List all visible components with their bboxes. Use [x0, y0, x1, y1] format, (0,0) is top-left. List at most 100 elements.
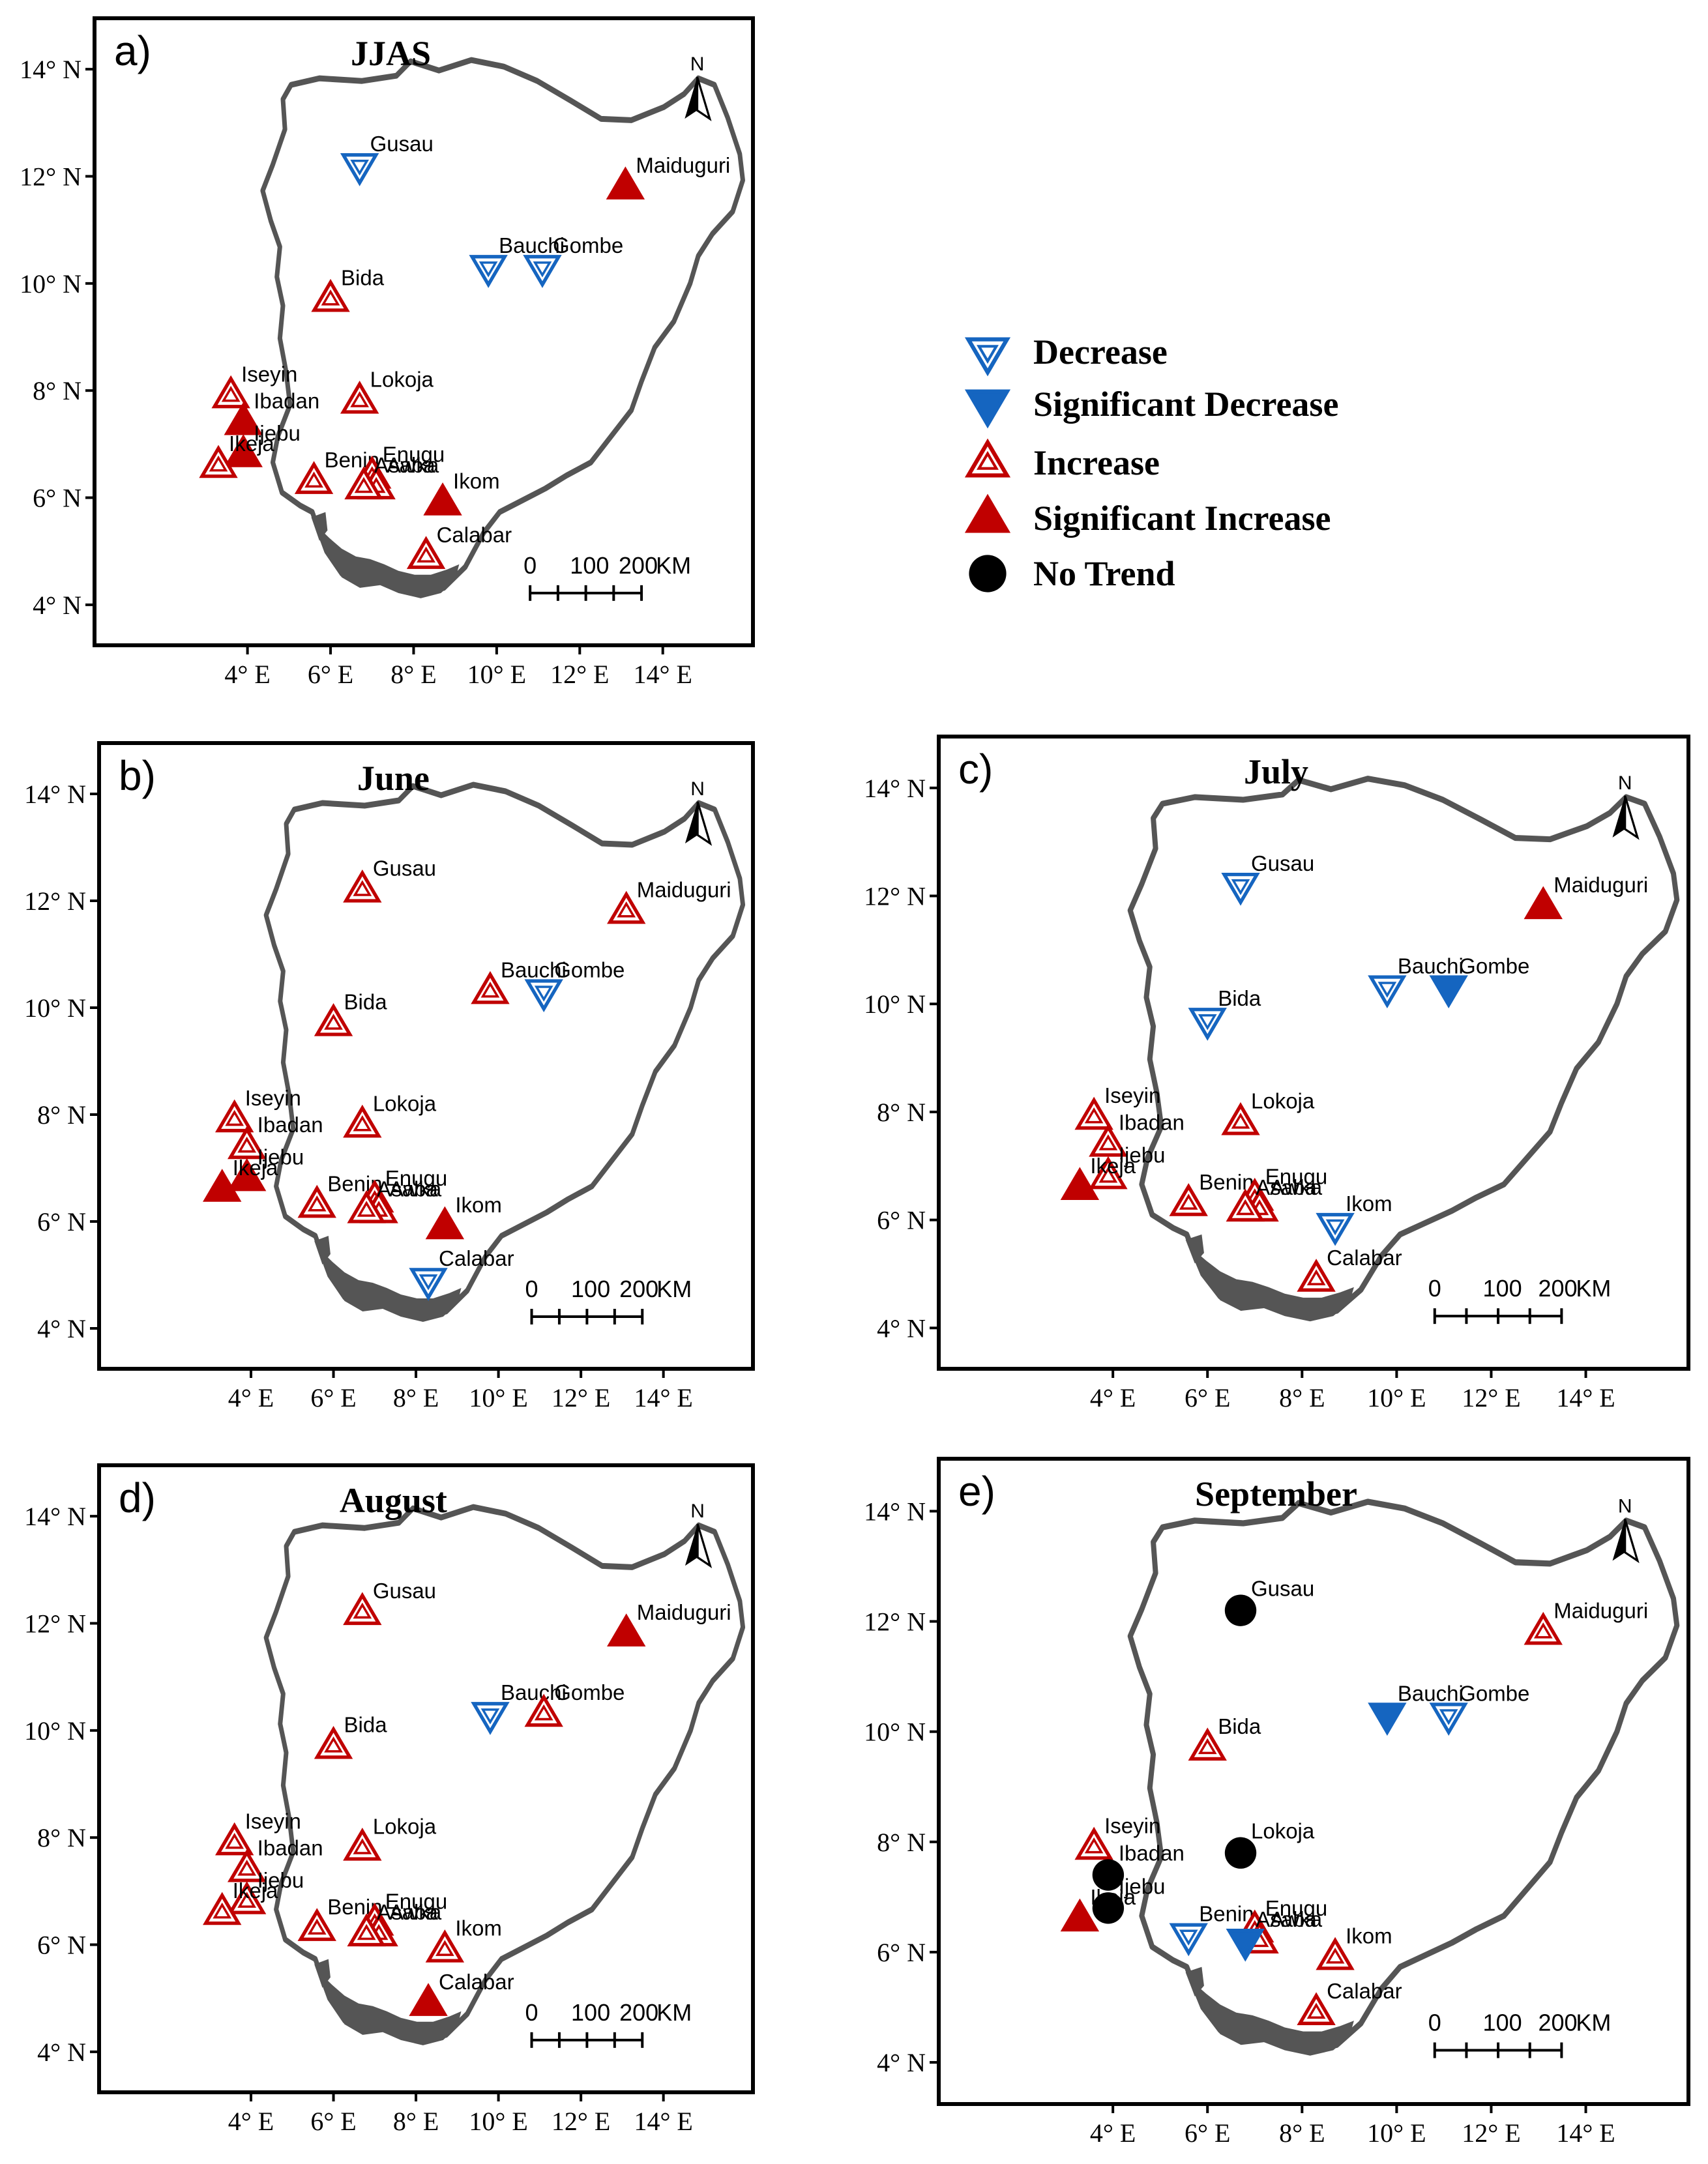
- lon-label: 12° E: [552, 1383, 610, 1412]
- station-label: Bida: [1218, 1714, 1261, 1738]
- station-label: Lokoja: [1251, 1819, 1315, 1843]
- station-iseyin-inc-marker-inner: [1084, 1837, 1104, 1854]
- lat-label: 10° N: [24, 993, 86, 1023]
- lat-label: 14° N: [864, 774, 926, 803]
- station-label: Ibadan: [258, 1113, 323, 1137]
- station-bauchi-dec-marker-inner: [480, 1708, 500, 1725]
- legend-label: No Trend: [1033, 554, 1175, 593]
- station-gombe-inc-marker-inner: [534, 1704, 553, 1721]
- map-frame: [937, 1457, 1690, 2106]
- lon-label: 8° E: [393, 1383, 439, 1412]
- station-label: Gusau: [370, 132, 434, 156]
- map-content: [1130, 779, 1677, 1322]
- lat-label: 8° N: [877, 1828, 926, 1857]
- station-iseyin-inc-marker-inner: [1084, 1107, 1104, 1124]
- station-ikom-sinc-marker: [425, 1206, 465, 1240]
- panel-letter: b): [119, 752, 156, 799]
- lon-label: 4° E: [228, 2107, 274, 2136]
- map-content: [266, 1507, 743, 2045]
- legend-sinc-sinc-marker: [964, 493, 1011, 533]
- station-bida-inc-marker-inner: [324, 1014, 343, 1030]
- station-label: Gombe: [554, 1680, 625, 1704]
- station-iseyin-inc-marker-inner: [225, 1833, 244, 1849]
- station-benin-inc-marker: [294, 461, 334, 494]
- station-ijebu-inc-marker-inner: [237, 1892, 257, 1908]
- station-label: Awka: [389, 1177, 442, 1201]
- map-panel-september: 4° N 6° N 8° N 10° N 12° N 14° N 4° E 6° E 8° E 1…: [864, 1457, 1690, 2148]
- station-gombe-inc-marker: [524, 1693, 563, 1727]
- country-outline: [1130, 1502, 1677, 2056]
- station-label: Asaba: [1256, 1907, 1317, 1931]
- station-benin-inc-marker-inner: [304, 471, 323, 488]
- station-benin-inc-marker: [1169, 1183, 1208, 1216]
- panel-letter: d): [119, 1474, 156, 1521]
- station-calabar-inc-marker-inner: [1306, 1269, 1326, 1285]
- station-iseyin-inc-marker: [211, 375, 250, 409]
- station-maiduguri-inc-marker: [607, 890, 646, 924]
- station-maiduguri-inc-marker: [1524, 1611, 1563, 1645]
- station-lokoja-inc-marker: [343, 1828, 382, 1861]
- station-benin-inc-marker: [297, 1908, 336, 1941]
- station-maiduguri-inc-marker-inner: [617, 901, 636, 918]
- scale-value: 0: [525, 1276, 538, 1302]
- panel-letter: c): [958, 746, 993, 793]
- station-asaba-inc-marker-inner: [357, 1201, 376, 1217]
- country-outline: [263, 60, 743, 598]
- scale-value: 200: [619, 1276, 658, 1302]
- country-outline: [1130, 779, 1677, 1322]
- station-bauchi-dec-marker: [471, 1702, 510, 1735]
- station-label: Ikom: [1346, 1192, 1392, 1216]
- station-label: Iseyin: [241, 362, 297, 386]
- map-panel-august: 4° N 6° N 8° N 10° N 12° N 14° N 4° E 6° E 8° E 1…: [24, 1463, 755, 2136]
- map-frame: [97, 741, 755, 1371]
- station-gusau-dec-marker-inner: [1231, 879, 1250, 896]
- station-label: Maiduguri: [636, 153, 730, 177]
- lat-label: 6° N: [33, 484, 81, 513]
- lat-label: 12° N: [864, 1607, 926, 1637]
- station-ijebu-inc-marker: [1089, 1156, 1128, 1190]
- legend-label: Decrease: [1033, 332, 1168, 372]
- station-asaba-inc-marker-inner: [1235, 1199, 1255, 1216]
- station-label: Enugu: [385, 1166, 447, 1190]
- station-label: Bauchi: [501, 1680, 567, 1704]
- station-gusau-dec-marker: [1221, 872, 1260, 906]
- lon-label: 14° E: [634, 2107, 692, 2136]
- station-lokoja-inc-marker-inner: [350, 391, 369, 407]
- station-label: Ijebu: [254, 421, 301, 445]
- scale-value: 100: [1483, 1275, 1522, 1302]
- map-frame: [93, 16, 755, 647]
- station-label: Calabar: [439, 1246, 514, 1270]
- legend-sdec-sdec-marker: [964, 389, 1011, 429]
- station-asaba-inc-marker: [347, 1913, 386, 1947]
- lon-label: 12° E: [552, 2107, 610, 2136]
- station-calabar-sinc-marker: [409, 1983, 448, 2016]
- station-iseyin-inc-marker: [215, 1099, 254, 1133]
- station-label: Awka: [1270, 1907, 1323, 1931]
- station-label: Ikeja: [233, 1879, 278, 1903]
- lon-label: 10° E: [1367, 1383, 1426, 1412]
- station-ikeja-inc-marker: [199, 445, 238, 478]
- scale-value: 0: [525, 1999, 538, 2026]
- station-ikom-dec-marker: [1316, 1212, 1355, 1246]
- station-ibadan-inc-marker: [227, 1849, 267, 1882]
- scale-unit: KM: [656, 1999, 692, 2026]
- station-label: Maiduguri: [637, 1600, 731, 1624]
- station-maiduguri-sinc-marker: [606, 166, 645, 199]
- station-label: Maiduguri: [1553, 873, 1648, 897]
- lat-label: 12° N: [24, 1609, 86, 1639]
- station-label: Maiduguri: [1553, 1598, 1648, 1622]
- map-frame: [937, 735, 1690, 1371]
- station-ibadan-inc-marker: [227, 1126, 267, 1160]
- lat-label: 14° N: [24, 1502, 86, 1531]
- panel-title: July: [1244, 752, 1308, 791]
- lon-label: 14° E: [633, 660, 692, 689]
- lat-label: 6° N: [37, 1931, 86, 1960]
- lat-label: 10° N: [24, 1716, 86, 1746]
- lat-label: 4° N: [877, 1313, 926, 1343]
- station-benin-inc-marker-inner: [307, 1195, 327, 1212]
- station-label: Bida: [1218, 986, 1261, 1010]
- panel-title: September: [1195, 1474, 1357, 1513]
- station-gusau-inc-marker: [343, 1592, 382, 1626]
